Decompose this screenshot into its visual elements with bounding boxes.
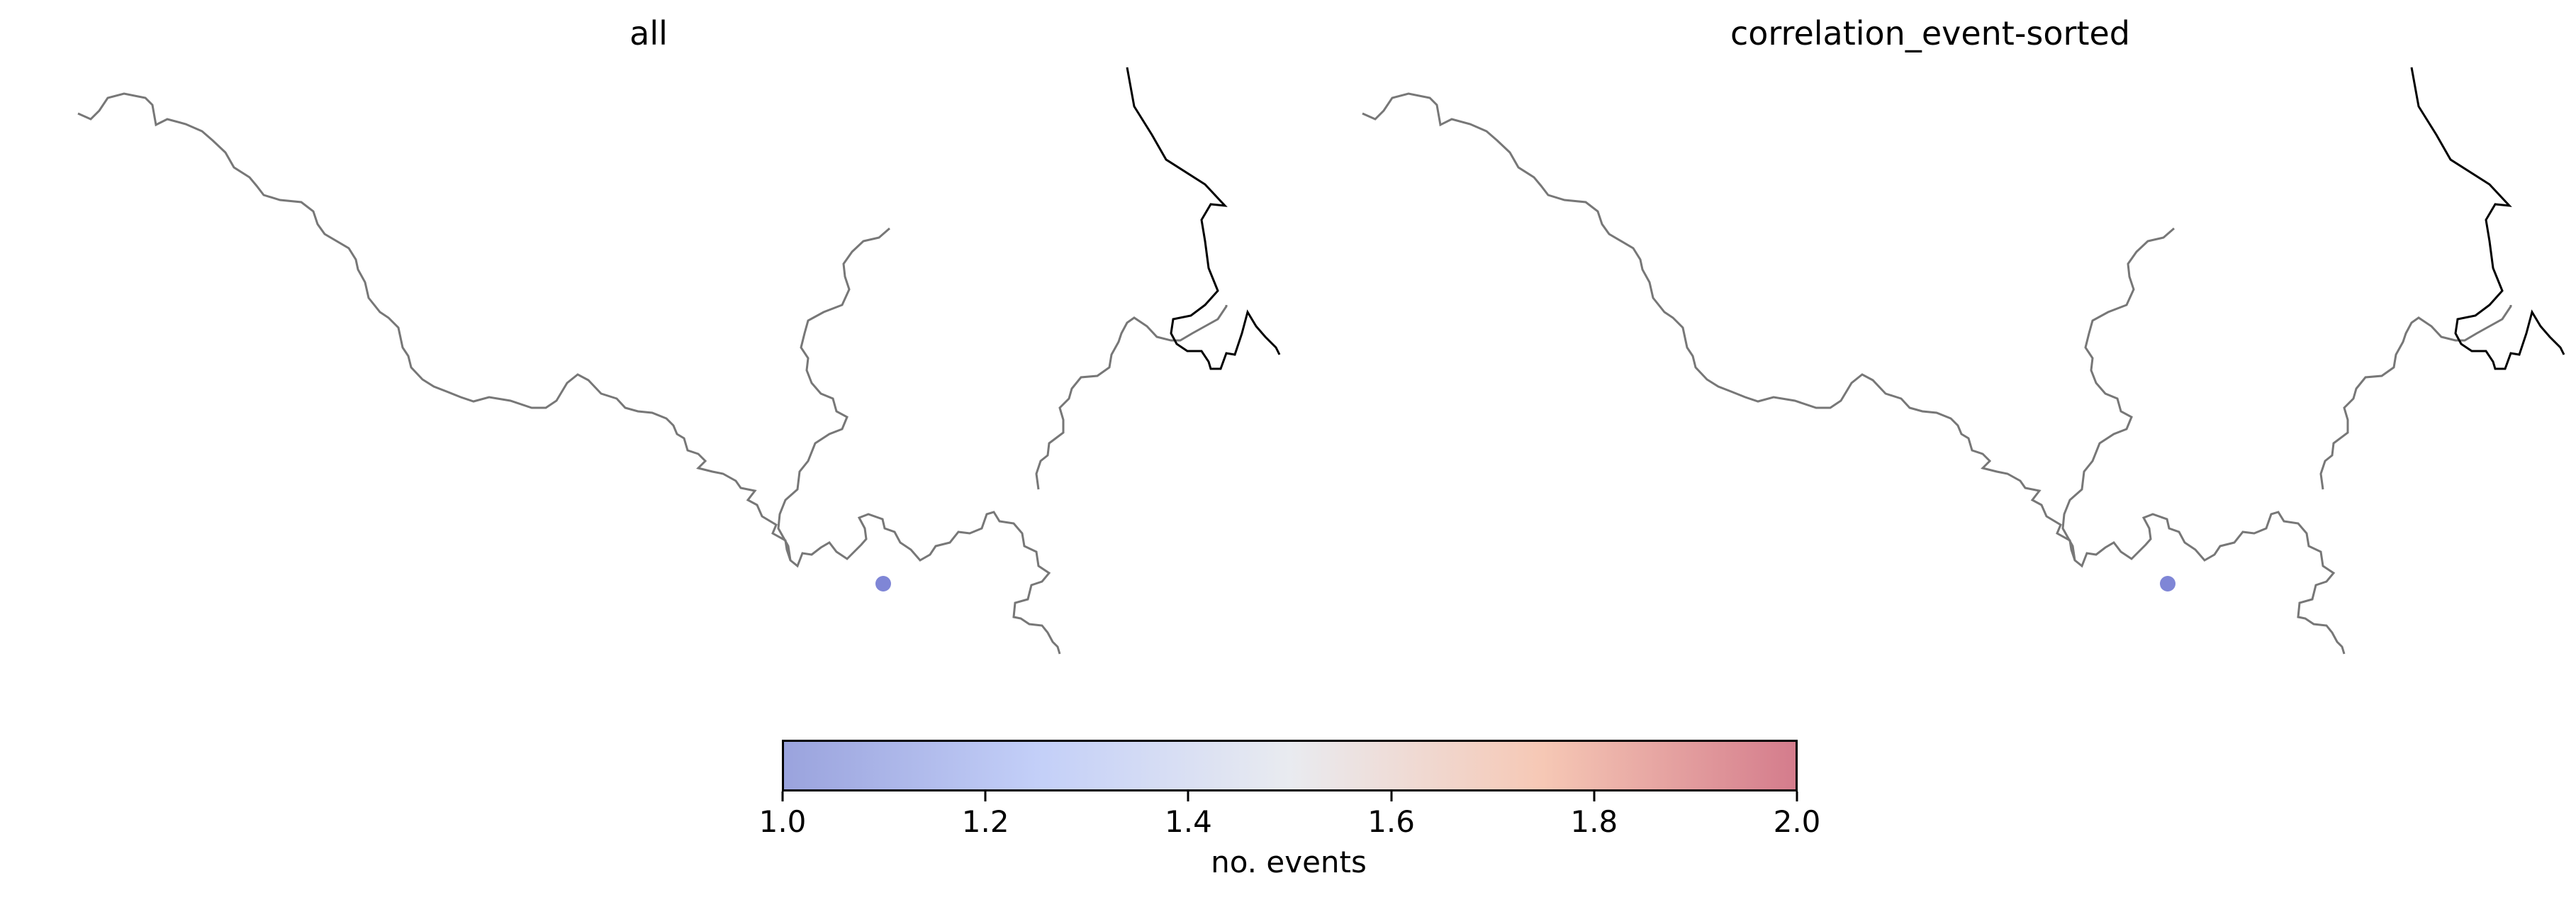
event-marker <box>875 576 891 591</box>
event-marker <box>2160 576 2175 591</box>
river-east <box>1035 305 1228 490</box>
colorbar-tick-label: 1.4 <box>1164 804 1212 839</box>
event-layer <box>875 576 891 591</box>
river-east <box>2319 305 2512 490</box>
colorbar-tick-label: 1.0 <box>758 804 807 839</box>
panel-title-correlation: correlation_event-sorted <box>1730 14 2130 52</box>
colorbar-tick <box>1187 791 1189 801</box>
colorbar-tick-label: 1.2 <box>961 804 1009 839</box>
colorbar-tick-label: 2.0 <box>1773 804 1821 839</box>
colorbar <box>782 740 1798 791</box>
panel-title-all: all <box>629 14 668 52</box>
colorbar-tick-label: 1.8 <box>1570 804 1618 839</box>
colorbar-tick <box>1390 791 1393 801</box>
colorbar-tick <box>1796 791 1798 801</box>
river-main <box>1362 92 2346 655</box>
map-panel-all <box>77 67 1281 655</box>
event-layer <box>2160 576 2175 591</box>
coastline <box>2410 67 2565 370</box>
colorbar-tick <box>984 791 987 801</box>
colorbar-tick-label: 1.6 <box>1367 804 1415 839</box>
river-tributary <box>777 227 890 561</box>
colorbar-label: no. events <box>1211 845 1367 879</box>
map-panel-correlation <box>1362 67 2565 655</box>
colorbar-tick <box>1593 791 1596 801</box>
river-tributary <box>2061 227 2175 561</box>
colorbar-tick <box>781 791 784 801</box>
river-main <box>77 92 1061 655</box>
coastline <box>1126 67 1281 370</box>
